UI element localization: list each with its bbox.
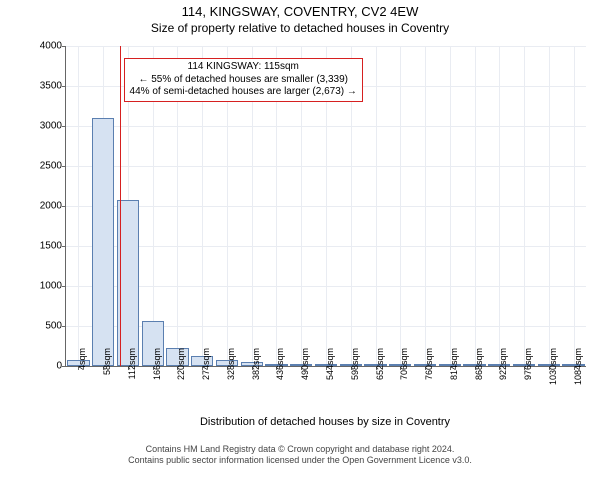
attribution-text: Contains HM Land Registry data © Crown c…	[0, 444, 600, 466]
xtick-label: 328sqm	[226, 348, 236, 392]
gridline-v	[499, 46, 500, 366]
xtick-label: 598sqm	[350, 348, 360, 392]
gridline-v	[450, 46, 451, 366]
ytick-label: 4000	[12, 41, 62, 52]
annotation-box: 114 KINGSWAY: 115sqm← 55% of detached ho…	[124, 58, 363, 102]
ytick-label: 500	[12, 321, 62, 332]
xtick-label: 220sqm	[176, 348, 186, 392]
gridline-v	[574, 46, 575, 366]
xtick-label: 1084sqm	[573, 348, 583, 392]
gridline-v	[549, 46, 550, 366]
page-title: 114, KINGSWAY, COVENTRY, CV2 4EW	[0, 4, 600, 19]
ytick-mark	[62, 166, 66, 167]
ytick-label: 2000	[12, 201, 62, 212]
ytick-mark	[62, 206, 66, 207]
attribution-line-2: Contains public sector information licen…	[0, 455, 600, 466]
gridline-v	[78, 46, 79, 366]
xtick-label: 706sqm	[399, 348, 409, 392]
xtick-label: 112sqm	[127, 348, 137, 392]
annotation-line: 44% of semi-detached houses are larger (…	[130, 86, 357, 99]
gridline-v	[400, 46, 401, 366]
ytick-mark	[62, 46, 66, 47]
reference-line	[120, 46, 121, 366]
ytick-label: 0	[12, 361, 62, 372]
ytick-label: 1500	[12, 241, 62, 252]
annotation-line: ← 55% of detached houses are smaller (3,…	[130, 74, 357, 87]
ytick-label: 3500	[12, 81, 62, 92]
ytick-mark	[62, 326, 66, 327]
ytick-mark	[62, 286, 66, 287]
ytick-label: 1000	[12, 281, 62, 292]
chart-container: 114, KINGSWAY, COVENTRY, CV2 4EW Size of…	[0, 4, 600, 504]
xtick-label: 436sqm	[275, 348, 285, 392]
xtick-label: 1030sqm	[548, 348, 558, 392]
x-axis-label: Distribution of detached houses by size …	[65, 416, 585, 428]
attribution-line-1: Contains HM Land Registry data © Crown c…	[0, 444, 600, 455]
gridline-v	[376, 46, 377, 366]
histogram-bar	[92, 118, 114, 366]
xtick-label: 868sqm	[474, 348, 484, 392]
chart-subtitle: Size of property relative to detached ho…	[0, 21, 600, 35]
xtick-label: 490sqm	[300, 348, 310, 392]
xtick-label: 652sqm	[375, 348, 385, 392]
xtick-label: 814sqm	[449, 348, 459, 392]
xtick-label: 274sqm	[201, 348, 211, 392]
xtick-label: 760sqm	[424, 348, 434, 392]
ytick-mark	[62, 246, 66, 247]
xtick-label: 166sqm	[152, 348, 162, 392]
gridline-v	[524, 46, 525, 366]
gridline-v	[475, 46, 476, 366]
ytick-mark	[62, 126, 66, 127]
xtick-label: 58sqm	[102, 348, 112, 392]
xtick-label: 382sqm	[251, 348, 261, 392]
ytick-label: 2500	[12, 161, 62, 172]
ytick-label: 3000	[12, 121, 62, 132]
chart-area: Number of detached properties Distributi…	[0, 40, 600, 440]
xtick-label: 544sqm	[325, 348, 335, 392]
ytick-mark	[62, 86, 66, 87]
xtick-label: 922sqm	[498, 348, 508, 392]
gridline-v	[425, 46, 426, 366]
ytick-mark	[62, 366, 66, 367]
annotation-line: 114 KINGSWAY: 115sqm	[130, 61, 357, 74]
xtick-label: 976sqm	[523, 348, 533, 392]
xtick-label: 4sqm	[77, 348, 87, 392]
plot-region: 114 KINGSWAY: 115sqm← 55% of detached ho…	[65, 46, 586, 367]
